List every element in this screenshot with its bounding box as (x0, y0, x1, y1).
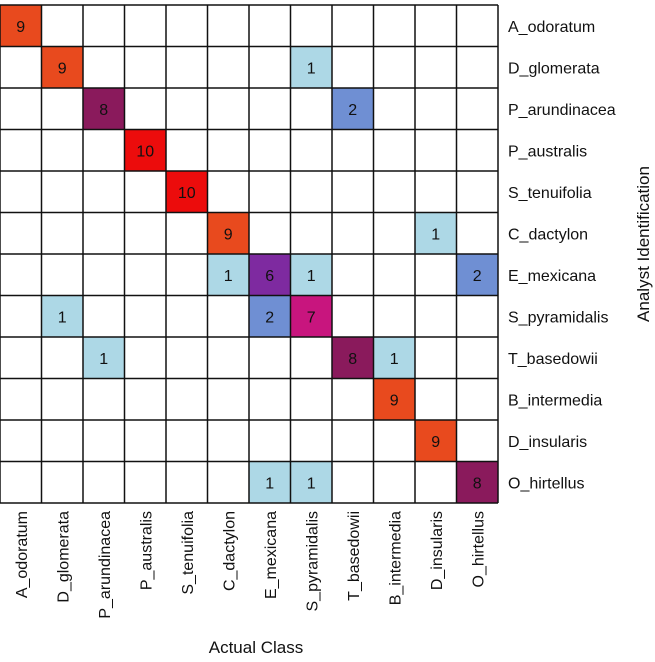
cell-value-label: 2 (265, 309, 274, 326)
y-tick-label: A_odoratum (508, 19, 595, 36)
cell-value-label: 9 (390, 392, 399, 409)
y-tick-label: O_hirtellus (508, 475, 584, 492)
matrix-cell (249, 461, 291, 503)
cell-value-label: 6 (265, 268, 274, 285)
matrix-cell (207, 254, 249, 296)
x-tick-label: O_hirtellus (470, 511, 487, 587)
cell-value-label: 9 (224, 226, 233, 243)
matrix-cell (373, 337, 415, 379)
cell-value-label: 1 (390, 351, 399, 368)
matrix-cell (83, 88, 125, 130)
cell-value-label: 2 (348, 102, 357, 119)
cell-value-label: 9 (58, 60, 67, 77)
cell-value-label: 8 (99, 102, 108, 119)
matrix-cell (290, 295, 332, 337)
matrix-cell (290, 254, 332, 296)
matrix-cell (373, 378, 415, 420)
cell-value-label: 1 (307, 268, 316, 285)
x-tick-label: T_basedowii (346, 511, 363, 601)
cell-value-label: 1 (99, 351, 108, 368)
cell-value-label: 10 (136, 143, 154, 160)
matrix-cell (207, 212, 249, 254)
x-tick-label: C_dactylon (221, 511, 238, 591)
grid-layer (0, 4, 499, 504)
x-tick-label: D_glomerata (55, 511, 72, 603)
cell-value-label: 1 (431, 226, 440, 243)
cell-value-label: 1 (265, 475, 274, 492)
x-tick-label: B_intermedia (387, 511, 404, 605)
matrix-cell (0, 5, 42, 47)
matrix-cell (41, 46, 83, 88)
cell-value-label: 8 (348, 351, 357, 368)
y-tick-label: S_pyramidalis (508, 309, 608, 326)
cells-layer (0, 5, 498, 503)
matrix-cell (290, 461, 332, 503)
cell-value-label: 10 (178, 185, 196, 202)
matrix-cell (166, 171, 208, 213)
matrix-cell (83, 337, 125, 379)
cell-value-label: 9 (16, 19, 25, 36)
x-tick-labels: A_odoratum D_glomerata P_arundinacea P_aust… (14, 511, 488, 619)
x-tick-label: D_insularis (429, 511, 446, 590)
cell-value-label: 9 (431, 434, 440, 451)
matrix-cell (249, 295, 291, 337)
y-tick-label: D_glomerata (508, 60, 600, 77)
y-tick-label: E_mexicana (508, 268, 596, 285)
y-tick-label: S_tenuifolia (508, 185, 592, 202)
y-tick-label: P_australis (508, 143, 587, 160)
y-tick-label: P_arundinacea (508, 102, 616, 119)
matrix-cell (332, 337, 374, 379)
x-tick-label: P_australis (138, 511, 155, 590)
x-tick-label: P_arundinacea (97, 511, 114, 619)
cell-value-label: 1 (58, 309, 67, 326)
x-tick-label: S_pyramidalis (304, 511, 321, 611)
cell-value-label: 7 (307, 309, 316, 326)
x-tick-label: A_odoratum (14, 511, 31, 598)
cell-value-label: 1 (307, 475, 316, 492)
x-tick-label: S_tenuifolia (180, 511, 197, 595)
x-axis-label: Actual Class (209, 638, 303, 657)
y-tick-label: T_basedowii (508, 351, 598, 368)
y-tick-label: C_dactylon (508, 226, 588, 243)
matrix-cell (332, 88, 374, 130)
cell-value-label: 1 (307, 60, 316, 77)
cell-value-label: 1 (224, 268, 233, 285)
matrix-cell (456, 461, 498, 503)
matrix-cell (415, 212, 457, 254)
y-tick-label: D_insularis (508, 434, 587, 451)
matrix-cell (41, 295, 83, 337)
matrix-cell (249, 254, 291, 296)
cell-value-label: 2 (473, 268, 482, 285)
matrix-cell (456, 254, 498, 296)
matrix-cell (124, 129, 166, 171)
cell-value-label: 8 (473, 475, 482, 492)
y-axis-label: Analyst Identification (634, 166, 653, 322)
matrix-cell (290, 46, 332, 88)
y-tick-label: B_intermedia (508, 392, 602, 409)
matrix-cell (415, 420, 457, 462)
x-tick-label: E_mexicana (263, 511, 280, 599)
y-tick-labels: A_odoratum D_glomerata P_arundinacea P_aust… (508, 19, 616, 493)
